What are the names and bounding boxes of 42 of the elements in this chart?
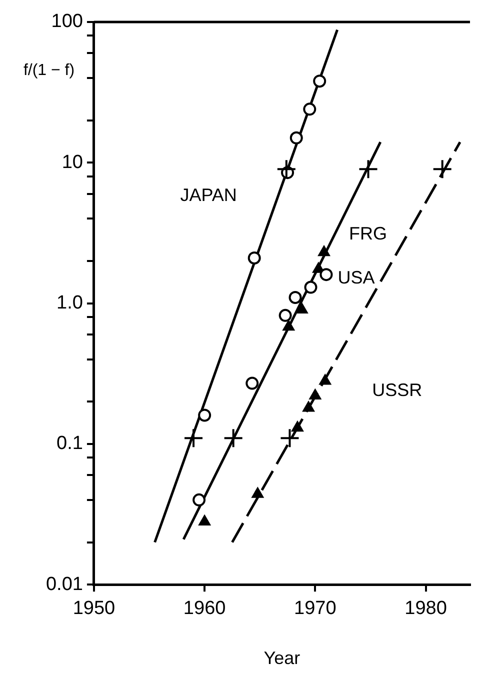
- point: [320, 268, 333, 282]
- point: [288, 290, 302, 304]
- text: JAPAN: [180, 185, 237, 206]
- point: [192, 493, 206, 506]
- point: [319, 374, 331, 385]
- point: [198, 408, 212, 422]
- point: [432, 159, 452, 180]
- point: [309, 389, 321, 400]
- point: [278, 308, 292, 322]
- y-tick-label: 100: [51, 11, 83, 32]
- point: [313, 74, 326, 88]
- y-axis-title: f/(1 − f): [22, 62, 76, 80]
- text: USSR: [372, 380, 422, 400]
- series-label: USA: [338, 268, 375, 288]
- x-tick-label: 1980: [404, 598, 447, 620]
- x-axis-title: Year: [264, 648, 300, 668]
- x-tick-label: 1950: [72, 598, 116, 620]
- point: [276, 159, 296, 180]
- y-tick-label: 10: [62, 152, 83, 173]
- point: [318, 246, 330, 256]
- point: [223, 428, 244, 448]
- point: [246, 376, 259, 390]
- y-tick-label: 0.01: [46, 574, 83, 595]
- x-tick-label: 1970: [294, 598, 336, 620]
- point: [302, 402, 314, 412]
- point: [252, 488, 264, 498]
- point: [290, 131, 303, 144]
- point: [248, 251, 261, 264]
- point: [312, 262, 324, 273]
- point: [184, 428, 204, 448]
- point: [198, 515, 210, 526]
- point: [292, 421, 304, 432]
- point: [280, 428, 300, 448]
- y-tick-label: 0.1: [56, 433, 83, 454]
- point: [282, 320, 294, 331]
- series-label: FRG: [349, 223, 388, 244]
- point: [304, 280, 318, 294]
- x-tick-label: 1960: [183, 598, 226, 620]
- point: [358, 159, 378, 180]
- point: [303, 102, 316, 116]
- point: [296, 303, 308, 314]
- y-tick-label: 1.0: [56, 292, 83, 314]
